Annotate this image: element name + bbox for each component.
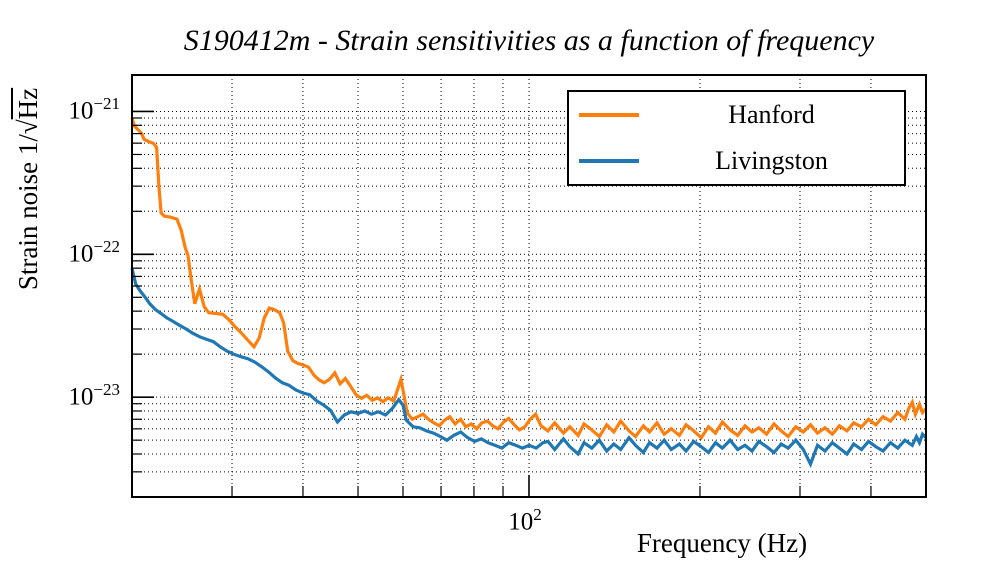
chart-title: S190412m - Strain sensitivities as a fun… [183, 24, 875, 57]
legend-item-hanford: Hanford [569, 92, 904, 138]
y-tick-label: 10−23 [68, 380, 120, 411]
hanford-line-sample [579, 113, 639, 117]
x-axis-label: Frequency (Hz) [636, 528, 808, 558]
legend-label-hanford: Hanford [728, 100, 815, 129]
curve-livingston [130, 267, 928, 469]
x-tick-label: 102 [508, 505, 542, 536]
y-axis-label: Strain noise 1/√ Hz [12, 39, 44, 339]
y-tick-label: 10−21 [68, 94, 120, 125]
legend: Hanford Livingston [567, 90, 906, 186]
legend-item-livingston: Livingston [569, 138, 904, 184]
livingston-line-sample [579, 159, 639, 163]
curve-hanford [130, 117, 928, 441]
y-tick-label: 10−22 [68, 237, 120, 268]
legend-label-livingston: Livingston [715, 146, 828, 175]
plot-frame [131, 74, 927, 498]
